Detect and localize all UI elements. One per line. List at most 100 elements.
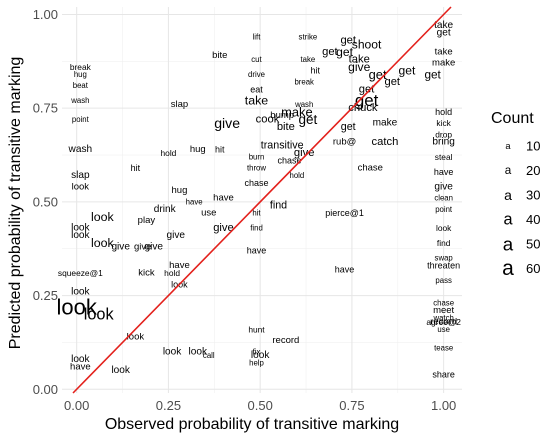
data-point-label: look bbox=[251, 350, 270, 361]
data-point-label: wash bbox=[294, 100, 313, 109]
data-point-label: get bbox=[336, 45, 353, 59]
data-point-label: hug bbox=[74, 70, 87, 79]
data-point-label: help bbox=[249, 359, 264, 368]
legend-value: 30 bbox=[526, 188, 540, 203]
data-point-label: have bbox=[186, 197, 203, 206]
legend-value: 10 bbox=[526, 139, 540, 154]
data-point-label: watch bbox=[432, 314, 453, 323]
data-point-label: get bbox=[341, 121, 356, 133]
data-point-label: take bbox=[435, 46, 453, 57]
minor-gridlines bbox=[62, 7, 462, 393]
data-point-label: make bbox=[281, 104, 313, 119]
data-point-label: look bbox=[71, 286, 90, 297]
data-point-label: bump bbox=[270, 110, 294, 121]
data-point-label: get bbox=[340, 35, 356, 47]
data-point-label: share bbox=[432, 369, 455, 379]
data-point-label: take bbox=[245, 94, 269, 108]
data-point-label: catch bbox=[372, 136, 399, 148]
data-point-label: look bbox=[127, 331, 145, 342]
x-tick-label: 1.00 bbox=[431, 398, 456, 413]
data-point-label: agree@2 bbox=[426, 317, 461, 327]
data-labels: getshootgetgettakegivegetgetgetgetgetchu… bbox=[56, 20, 461, 379]
data-point-label: chase bbox=[358, 163, 383, 174]
x-tick-label: 0.50 bbox=[248, 398, 273, 413]
data-point-label: have bbox=[247, 246, 267, 256]
data-point-label: hit bbox=[252, 209, 261, 218]
data-point-label: record bbox=[430, 316, 457, 327]
data-point-label: give bbox=[434, 181, 453, 192]
data-point-label: throw bbox=[247, 164, 266, 173]
data-point-label: wash bbox=[68, 144, 93, 155]
x-tick-label: 0.75 bbox=[339, 398, 364, 413]
x-tick-label: 0.25 bbox=[156, 398, 181, 413]
data-point-label: steal bbox=[435, 152, 453, 162]
data-point-label: wash bbox=[70, 96, 89, 105]
data-point-label: hug bbox=[190, 144, 206, 155]
data-point-label: slap bbox=[171, 99, 188, 110]
data-point-label: hug bbox=[172, 185, 188, 196]
data-point-label: get bbox=[384, 76, 400, 88]
data-point-label: look bbox=[111, 365, 130, 376]
data-point-label: get bbox=[322, 46, 338, 58]
major-gridlines bbox=[62, 7, 462, 393]
data-point-label: have bbox=[213, 193, 234, 204]
data-point-label: slap bbox=[71, 170, 90, 181]
legend-key: a bbox=[503, 211, 513, 229]
y-tick-label: 0.50 bbox=[33, 194, 58, 209]
data-point-label: use bbox=[437, 325, 450, 334]
y-tick-label: 0.00 bbox=[33, 382, 58, 397]
data-point-label: get bbox=[298, 112, 317, 127]
x-axis-ticks: 0.00 0.25 0.50 0.75 1.00 bbox=[64, 398, 456, 413]
data-point-label: get bbox=[399, 64, 416, 78]
legend-key: a bbox=[504, 187, 512, 203]
data-point-label: look bbox=[436, 223, 452, 233]
legend-key: a bbox=[505, 164, 512, 177]
data-point-label: find bbox=[437, 238, 451, 248]
data-point-label: bite bbox=[212, 50, 227, 61]
y-tick-label: 1.00 bbox=[33, 7, 58, 22]
data-point-label: tease bbox=[434, 344, 453, 353]
y-tick-label: 0.75 bbox=[33, 101, 58, 116]
data-point-label: give bbox=[294, 147, 315, 159]
data-point-label: get bbox=[359, 83, 375, 95]
y-axis-ticks: 0.00 0.25 0.50 0.75 1.00 bbox=[33, 7, 58, 397]
data-point-label: get bbox=[369, 67, 387, 82]
data-point-label: hold bbox=[161, 148, 177, 158]
data-point-label: chase bbox=[278, 156, 302, 166]
data-point-label: kick bbox=[436, 118, 451, 128]
legend-title: Count bbox=[491, 110, 534, 127]
legend-value: 60 bbox=[526, 261, 540, 276]
data-point-label: have bbox=[169, 260, 190, 271]
legend-value: 40 bbox=[526, 212, 540, 227]
data-point-label: eat bbox=[250, 84, 263, 94]
data-point-label: look bbox=[189, 346, 208, 357]
data-point-label: bite bbox=[277, 121, 295, 133]
data-point-label: cook bbox=[256, 113, 280, 125]
data-point-label: give bbox=[213, 222, 234, 234]
data-point-label: have bbox=[335, 264, 355, 274]
data-point-label: hold bbox=[289, 171, 304, 180]
data-point-label: give bbox=[134, 241, 151, 252]
identity-reference-line bbox=[72, 6, 452, 394]
data-point-label: look bbox=[71, 354, 90, 365]
legend-key: a bbox=[502, 257, 514, 280]
data-point-label: give bbox=[166, 230, 185, 241]
data-point-label: get bbox=[437, 28, 451, 39]
data-point-label: give bbox=[214, 115, 240, 131]
data-point-label: hit bbox=[215, 144, 225, 154]
data-point-label: drink bbox=[154, 204, 177, 215]
data-point-label: make bbox=[432, 58, 455, 69]
data-point-label: hit bbox=[131, 163, 141, 173]
data-point-label: threaten bbox=[427, 261, 460, 271]
data-point-label: use bbox=[201, 208, 216, 219]
data-point-label: point bbox=[72, 115, 90, 124]
data-point-label: get bbox=[424, 67, 441, 81]
data-point-label: look bbox=[71, 230, 90, 241]
data-point-label: lift bbox=[253, 32, 262, 41]
data-point-label: take bbox=[349, 53, 370, 65]
data-point-label: meet bbox=[433, 305, 454, 316]
data-point-label: chase bbox=[433, 299, 454, 308]
data-point-label: hit bbox=[310, 66, 320, 76]
data-point-label: hunt bbox=[248, 324, 265, 334]
legend: Count a 10 a 20 a 30 a 40 a 50 a 60 bbox=[491, 110, 540, 280]
